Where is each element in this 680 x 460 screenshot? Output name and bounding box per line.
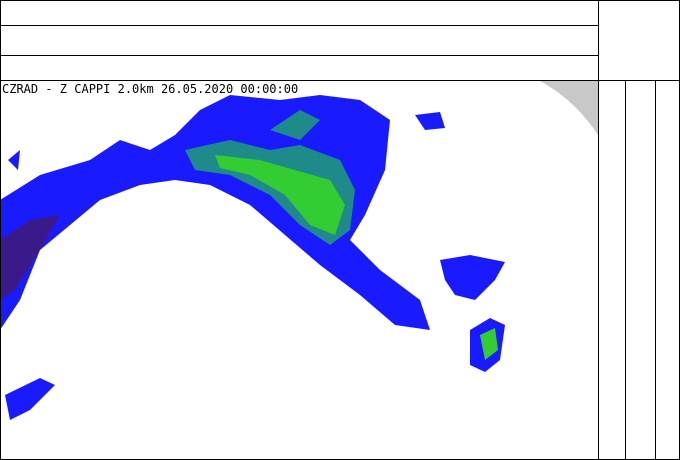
out-of-range <box>540 81 598 135</box>
map-caption: CZRAD - Z CAPPI 2.0km 26.05.2020 00:00:0… <box>2 82 299 96</box>
radar-echoes <box>0 95 505 420</box>
